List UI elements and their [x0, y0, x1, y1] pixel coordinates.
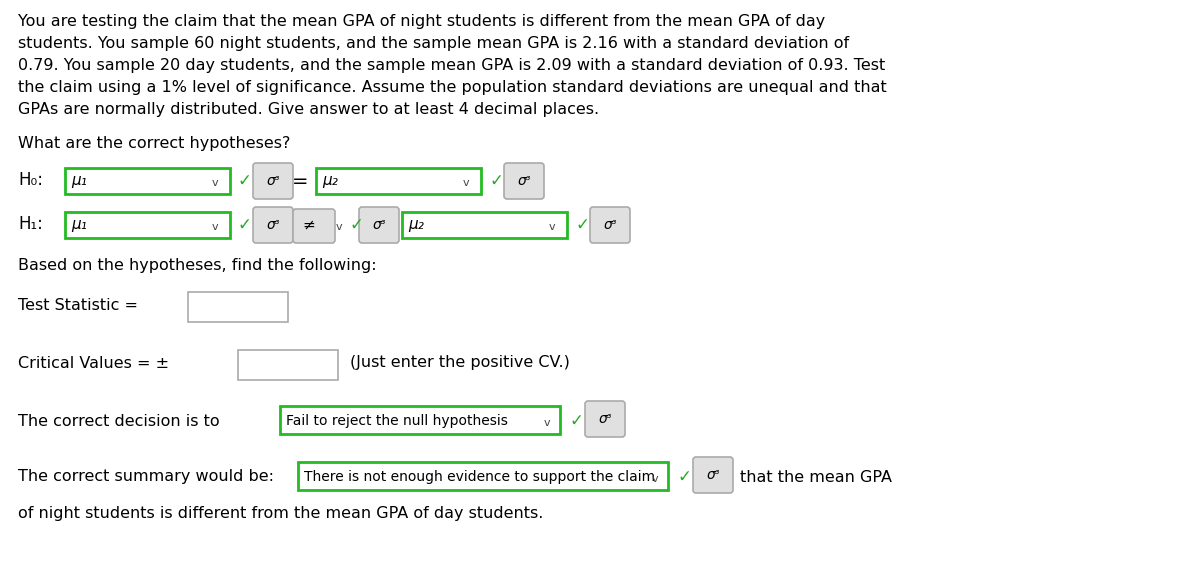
Text: the claim using a 1% level of significance. Assume the population standard devia: the claim using a 1% level of significan… [18, 80, 887, 95]
Text: Fail to reject the null hypothesis: Fail to reject the null hypothesis [286, 414, 508, 428]
Text: μ₂: μ₂ [408, 217, 424, 233]
Text: μ₁: μ₁ [71, 217, 86, 233]
Text: Test Statistic =: Test Statistic = [18, 298, 138, 312]
Text: The correct summary would be:: The correct summary would be: [18, 469, 280, 485]
Text: ✓: ✓ [350, 216, 364, 234]
FancyBboxPatch shape [293, 209, 335, 243]
FancyBboxPatch shape [586, 401, 625, 437]
Text: What are the correct hypotheses?: What are the correct hypotheses? [18, 136, 290, 151]
Text: σᶟ: σᶟ [598, 412, 612, 426]
Text: ✓: ✓ [575, 216, 589, 234]
Text: 0.79. You sample 20 day students, and the sample mean GPA is 2.09 with a standar: 0.79. You sample 20 day students, and th… [18, 58, 886, 73]
FancyBboxPatch shape [253, 207, 293, 243]
FancyBboxPatch shape [590, 207, 630, 243]
Text: H₁:: H₁: [18, 215, 43, 233]
Text: σᶟ: σᶟ [372, 218, 386, 232]
Text: students. You sample 60 night students, and the sample mean GPA is 2.16 with a s: students. You sample 60 night students, … [18, 36, 850, 51]
Text: The correct decision is to: The correct decision is to [18, 414, 224, 428]
Text: v: v [652, 474, 659, 484]
Text: σᶟ: σᶟ [517, 174, 530, 188]
FancyBboxPatch shape [238, 350, 338, 380]
Text: ✓: ✓ [238, 216, 252, 234]
FancyBboxPatch shape [316, 168, 481, 194]
Text: v: v [212, 178, 218, 188]
Text: ✓: ✓ [678, 468, 692, 486]
Text: v: v [463, 178, 469, 188]
Text: v: v [550, 222, 556, 232]
FancyBboxPatch shape [65, 168, 230, 194]
FancyBboxPatch shape [188, 292, 288, 322]
Text: You are testing the claim that the mean GPA of night students is different from : You are testing the claim that the mean … [18, 14, 826, 29]
FancyBboxPatch shape [359, 207, 398, 243]
Text: σᶟ: σᶟ [266, 174, 280, 188]
FancyBboxPatch shape [65, 212, 230, 238]
Text: H₀:: H₀: [18, 171, 43, 189]
Text: GPAs are normally distributed. Give answer to at least 4 decimal places.: GPAs are normally distributed. Give answ… [18, 102, 599, 117]
Text: Based on the hypotheses, find the following:: Based on the hypotheses, find the follow… [18, 258, 377, 273]
Text: v: v [336, 222, 343, 232]
Text: ≠: ≠ [302, 217, 314, 233]
Text: μ₂: μ₂ [322, 173, 338, 189]
Text: σᶟ: σᶟ [706, 468, 720, 482]
Text: ✓: ✓ [570, 412, 584, 430]
Text: that the mean GPA: that the mean GPA [740, 469, 892, 485]
Text: of night students is different from the mean GPA of day students.: of night students is different from the … [18, 506, 544, 521]
FancyBboxPatch shape [402, 212, 568, 238]
Text: Critical Values = ±: Critical Values = ± [18, 356, 169, 370]
Text: ✓: ✓ [490, 172, 503, 190]
Text: There is not enough evidence to support the claim: There is not enough evidence to support … [304, 470, 655, 484]
FancyBboxPatch shape [280, 406, 560, 434]
Text: v: v [544, 418, 551, 428]
Text: σᶟ: σᶟ [266, 218, 280, 232]
FancyBboxPatch shape [504, 163, 544, 199]
Text: ✓: ✓ [238, 172, 252, 190]
FancyBboxPatch shape [694, 457, 733, 493]
Text: σᶟ: σᶟ [604, 218, 617, 232]
Text: v: v [212, 222, 218, 232]
Text: μ₁: μ₁ [71, 173, 86, 189]
Text: (Just enter the positive CV.): (Just enter the positive CV.) [350, 356, 570, 370]
Text: =: = [292, 172, 308, 190]
FancyBboxPatch shape [298, 462, 668, 490]
FancyBboxPatch shape [253, 163, 293, 199]
